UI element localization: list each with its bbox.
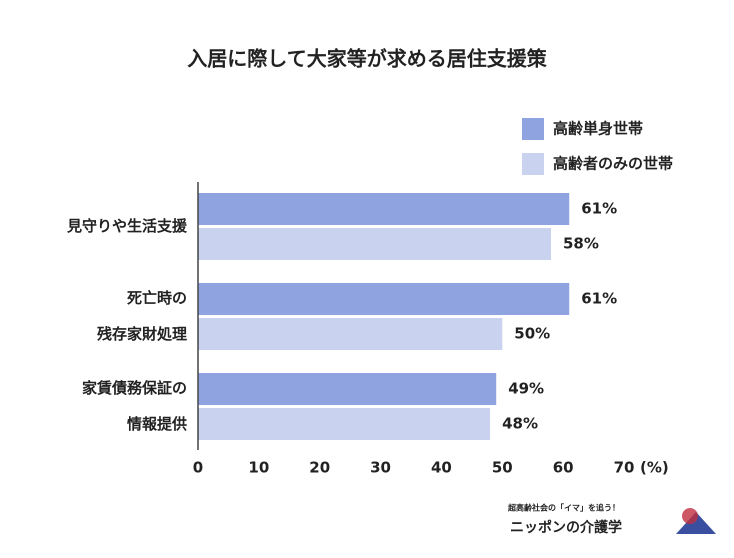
x-tick-label: 50 [492,459,513,477]
bar [198,193,570,225]
value-label: 58% [563,235,599,253]
x-tick-label: 60 [553,459,574,477]
x-tick-label: 0 [193,459,203,477]
bar [198,318,503,350]
value-label: 50% [514,325,550,343]
legend-label: 高齢者のみの世帯 [553,155,673,173]
bar [198,408,491,440]
bar [198,283,570,315]
logo-mountain [676,512,716,534]
bar [198,228,551,260]
legend-swatch [522,118,544,140]
x-tick-label: 10 [248,459,269,477]
value-label: 49% [508,380,544,398]
bar [198,373,497,405]
y-tick-label: 見守りや生活支援 [66,217,188,235]
y-tick-label: 家賃債務保証の [82,379,187,397]
x-tick-label: 20 [309,459,330,477]
legend-label: 高齢単身世帯 [553,120,643,138]
chart-title: 入居に際して大家等が求める居住支援策 [187,47,547,71]
logo-name: ニッポンの介護学 [510,519,622,536]
value-label: 48% [502,415,538,433]
y-tick-label: 残存家財処理 [97,325,187,343]
y-tick-label: 情報提供 [127,415,187,433]
x-axis-label: (%) [640,459,669,477]
logo: 超高齢社会の「イマ」を追う！ ニッポンの介護学 [507,503,716,536]
x-tick-label: 70 [614,459,635,477]
logo-tagline: 超高齢社会の「イマ」を追う！ [507,503,620,513]
x-tick-label: 30 [370,459,391,477]
legend-swatch [522,153,544,175]
value-label: 61% [581,200,617,218]
x-tick-label: 40 [431,459,452,477]
value-label: 61% [581,290,617,308]
y-tick-label: 死亡時の [127,289,187,307]
logo-sun [682,508,698,524]
